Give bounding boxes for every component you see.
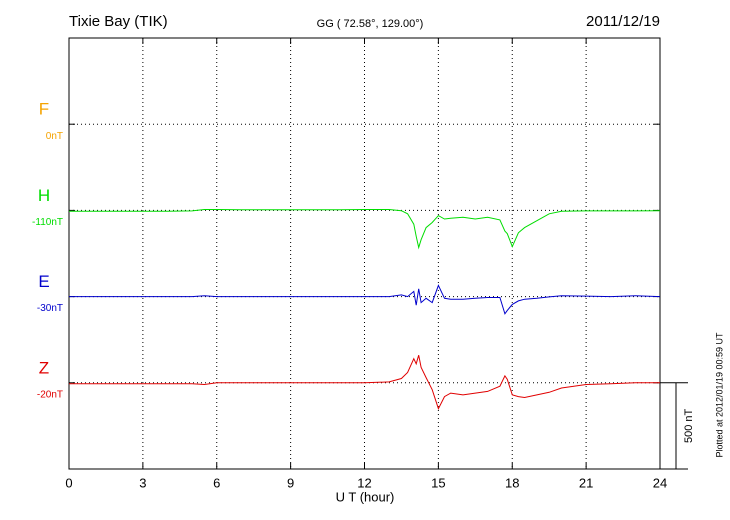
x-tick-label: 12: [357, 475, 371, 490]
x-tick-label: 15: [431, 475, 445, 490]
series-name: F: [39, 100, 49, 119]
series-line: [69, 284, 661, 315]
x-tick-label: 3: [139, 475, 146, 490]
x-tick-label: 18: [505, 475, 519, 490]
scale-bar-label: 500 nT: [683, 408, 695, 443]
x-tick-label: 6: [213, 475, 220, 490]
series-name: Z: [39, 358, 49, 377]
x-tick-label: 21: [579, 475, 593, 490]
baseline-label: -110nT: [32, 217, 63, 228]
x-tick-label: 9: [287, 475, 294, 490]
footnote: Plotted at 2012/01/19 00:59 UT: [714, 332, 724, 458]
baseline-label: 0nT: [46, 131, 63, 142]
subtitle: GG ( 72.58°, 129.00°): [317, 18, 424, 30]
series-line: [69, 355, 660, 411]
baseline-label: -20nT: [37, 389, 63, 400]
series-name: E: [38, 272, 49, 291]
chart-title: Tixie Bay (TIK): [69, 13, 168, 30]
x-axis-label: U T (hour): [336, 489, 395, 504]
x-tick-label: 0: [65, 475, 72, 490]
series-name: H: [38, 186, 50, 205]
date: 2011/12/19: [586, 13, 660, 30]
series-line: [69, 209, 661, 250]
plot-frame: [68, 37, 661, 470]
baseline-label: -30nT: [37, 303, 63, 314]
x-tick-label: 24: [653, 475, 667, 490]
